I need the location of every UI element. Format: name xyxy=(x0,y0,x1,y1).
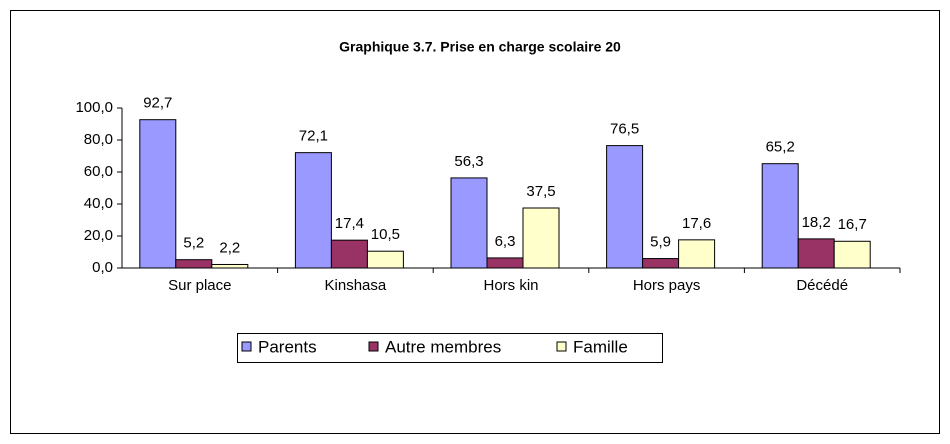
data-label: 2,2 xyxy=(219,239,240,256)
bar xyxy=(678,239,716,269)
y-tick-label: 100,0 xyxy=(75,99,113,116)
y-tick-label: 80,0 xyxy=(84,131,113,148)
x-tick-label: Sur place xyxy=(168,277,231,294)
bar xyxy=(294,152,332,269)
bar xyxy=(606,145,644,269)
legend-label: Autre membres xyxy=(385,337,501,356)
data-label: 5,2 xyxy=(183,235,204,252)
bar xyxy=(366,250,404,269)
bar xyxy=(797,238,835,269)
bar xyxy=(486,257,524,269)
data-label: 92,7 xyxy=(143,95,172,112)
data-label: 76,5 xyxy=(610,121,639,138)
data-label: 72,1 xyxy=(299,128,328,145)
bar xyxy=(833,240,871,269)
data-label: 65,2 xyxy=(766,139,795,156)
data-label: 5,9 xyxy=(650,234,671,251)
data-label: 18,2 xyxy=(802,214,831,231)
legend-box xyxy=(237,333,663,363)
x-tick-label: Hors kin xyxy=(483,277,538,294)
x-tick-label: Kinshasa xyxy=(325,277,387,294)
x-tick-label: Décédé xyxy=(796,277,848,294)
data-label: 56,3 xyxy=(454,153,483,170)
chart-title: Graphique 3.7. Prise en charge scolaire … xyxy=(339,39,621,55)
data-label: 16,7 xyxy=(838,216,867,233)
y-tick-label: 20,0 xyxy=(84,227,113,244)
y-tick-label: 40,0 xyxy=(84,195,113,212)
bar xyxy=(330,239,368,269)
legend-label: Parents xyxy=(258,337,317,356)
bar xyxy=(642,258,680,269)
legend-label: Famille xyxy=(573,337,628,356)
data-label: 10,5 xyxy=(371,226,400,243)
legend-swatch xyxy=(556,341,567,352)
data-label: 17,4 xyxy=(335,215,364,232)
data-label: 37,5 xyxy=(526,183,555,200)
bar xyxy=(139,119,177,269)
legend-swatch xyxy=(368,341,379,352)
y-tick-label: 60,0 xyxy=(84,163,113,180)
bar xyxy=(175,259,213,269)
legend-swatch xyxy=(241,341,252,352)
x-tick-label: Hors pays xyxy=(633,277,701,294)
bar xyxy=(522,207,560,269)
y-tick-label: 0,0 xyxy=(92,259,113,276)
bar xyxy=(450,177,488,269)
data-label: 17,6 xyxy=(682,215,711,232)
data-label: 6,3 xyxy=(495,233,516,250)
bar xyxy=(761,163,799,269)
bar xyxy=(211,263,249,269)
